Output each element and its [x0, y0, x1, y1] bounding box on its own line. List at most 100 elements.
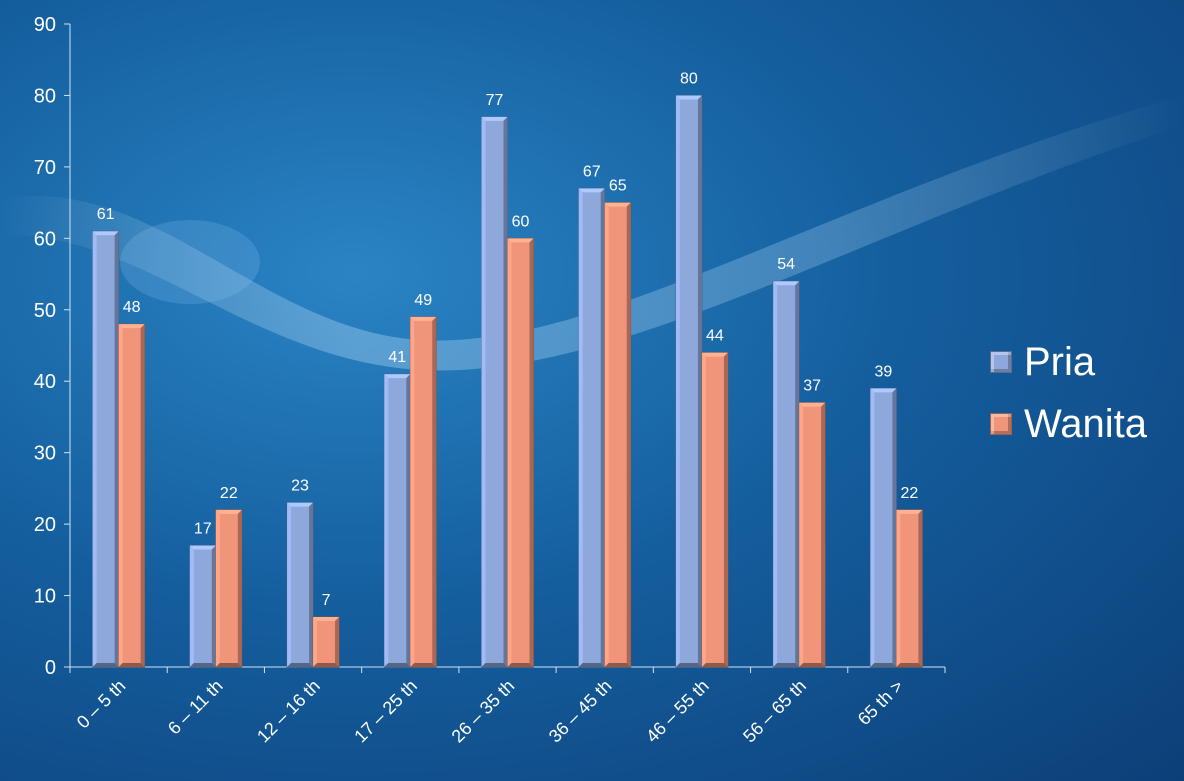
bar-bevel-top — [481, 116, 508, 121]
data-label: 22 — [220, 485, 238, 502]
bar-bevel-bottom — [896, 663, 923, 667]
bar-bevel-top — [799, 402, 826, 407]
bar-wanita — [118, 323, 146, 668]
bar-pria — [481, 116, 508, 668]
bar-bevel-left — [384, 374, 389, 667]
y-tick-label: 0 — [45, 657, 56, 679]
bar-bevel-top — [287, 502, 314, 507]
bar-wanita — [409, 316, 437, 668]
legend-item-wanita: Wanita — [990, 402, 1147, 446]
bar-pria — [772, 280, 800, 668]
bar-bevel-right — [114, 231, 119, 667]
bar-bevel-right — [600, 188, 605, 668]
bar-bevel-right — [795, 281, 800, 667]
data-label: 80 — [680, 70, 698, 87]
bar-pria — [869, 387, 897, 668]
bar-bevel-bottom — [92, 663, 119, 667]
bar-bevel-bottom — [313, 663, 340, 667]
data-labels: 61 48 17 22 23 7 41 49 77 60 67 65 80 44 54 37 39 22 — [97, 70, 919, 609]
bar-pria — [578, 187, 606, 668]
bar-bevel-top — [604, 202, 631, 207]
x-tick-label: 12 – 16 th — [253, 676, 324, 747]
legend-swatch-wanita — [990, 413, 1012, 435]
data-label: 61 — [97, 206, 115, 223]
bar-bevel-bottom — [507, 663, 534, 667]
bar-bevel-top — [675, 95, 702, 100]
bar-bevel-bottom — [701, 663, 728, 667]
bar-face — [798, 402, 826, 668]
bar-bevel-bottom — [118, 663, 145, 667]
data-label: 22 — [900, 485, 918, 502]
bar-bevel-right — [892, 388, 897, 667]
bar-bevel-top — [507, 238, 534, 243]
data-label: 65 — [609, 178, 627, 195]
y-tick-label: 70 — [34, 157, 56, 179]
bar-bevel-right — [503, 116, 508, 667]
bar-bevel-right — [821, 402, 826, 667]
bar-bevel-bottom — [675, 663, 702, 667]
bar-bevel-top — [578, 188, 605, 193]
bar-bevel-bottom — [773, 663, 800, 667]
bar-bevel-left — [701, 352, 706, 667]
bar-bevel-top — [870, 388, 897, 393]
bar-face — [383, 373, 411, 668]
bar-pria — [383, 373, 411, 668]
data-label: 44 — [706, 328, 724, 345]
bar-bevel-bottom — [287, 663, 314, 667]
bar-bevel-bottom — [870, 663, 897, 667]
bar-bevel-bottom — [799, 663, 826, 667]
y-tick-label: 30 — [34, 443, 56, 465]
bar-bevel-right — [918, 509, 923, 667]
bar-bevel-right — [529, 238, 534, 668]
bar-bevel-left — [287, 502, 292, 667]
data-label: 7 — [322, 592, 331, 609]
bar-bevel-left — [507, 238, 512, 668]
legend-label-wanita: Wanita — [1024, 402, 1148, 446]
data-label: 67 — [583, 163, 601, 180]
y-tick-label: 50 — [34, 300, 56, 322]
x-tick-label: 46 – 55 th — [642, 676, 713, 747]
data-label: 17 — [194, 521, 212, 538]
data-label: 77 — [486, 92, 504, 109]
x-tick-label: 6 – 11 th — [164, 676, 227, 739]
legend-swatch-pria — [990, 351, 1012, 373]
bar-bevel-left — [118, 324, 123, 667]
bar-wanita — [604, 202, 632, 668]
bar-bevel-right — [432, 316, 437, 667]
bar-bevel-left — [410, 316, 415, 667]
y-tick-label: 40 — [34, 371, 56, 393]
data-label: 54 — [777, 256, 795, 273]
x-tick-label: 0 – 5 th — [73, 676, 130, 733]
x-tick-label: 17 – 25 th — [350, 676, 421, 747]
bar-bevel-bottom — [410, 663, 437, 667]
y-tick-label: 60 — [34, 228, 56, 250]
bar-bevel-left — [215, 509, 220, 667]
bar-bevel-bottom — [481, 663, 508, 667]
y-tick-label: 90 — [34, 14, 56, 36]
bar-bevel-top — [189, 545, 216, 550]
bar-bevel-bottom — [215, 663, 242, 667]
legend: Pria Wanita — [990, 340, 1147, 446]
bar-bevel-left — [799, 402, 804, 667]
x-tick-label: 65 th > — [854, 676, 907, 729]
bar-bevel-top — [313, 616, 340, 621]
bar-bevel-left — [896, 509, 901, 667]
bar-bevel-top — [701, 352, 728, 357]
y-tick-label: 80 — [34, 85, 56, 107]
bar-bevel-right — [697, 95, 702, 667]
data-label: 49 — [414, 292, 432, 309]
bar-bevel-top — [384, 374, 411, 379]
bar-bevel-top — [215, 509, 242, 514]
bar-bevel-top — [118, 324, 145, 329]
bar-bevel-left — [870, 388, 875, 667]
bar-bevel-top — [410, 316, 437, 321]
bar-bevel-top — [92, 231, 119, 236]
bar-wanita — [701, 352, 729, 668]
bar-face — [312, 616, 340, 668]
bar-bevel-right — [237, 509, 242, 667]
bar-bevel-left — [481, 116, 486, 667]
bar-face — [895, 509, 923, 668]
bar-bevel-bottom — [578, 663, 605, 667]
